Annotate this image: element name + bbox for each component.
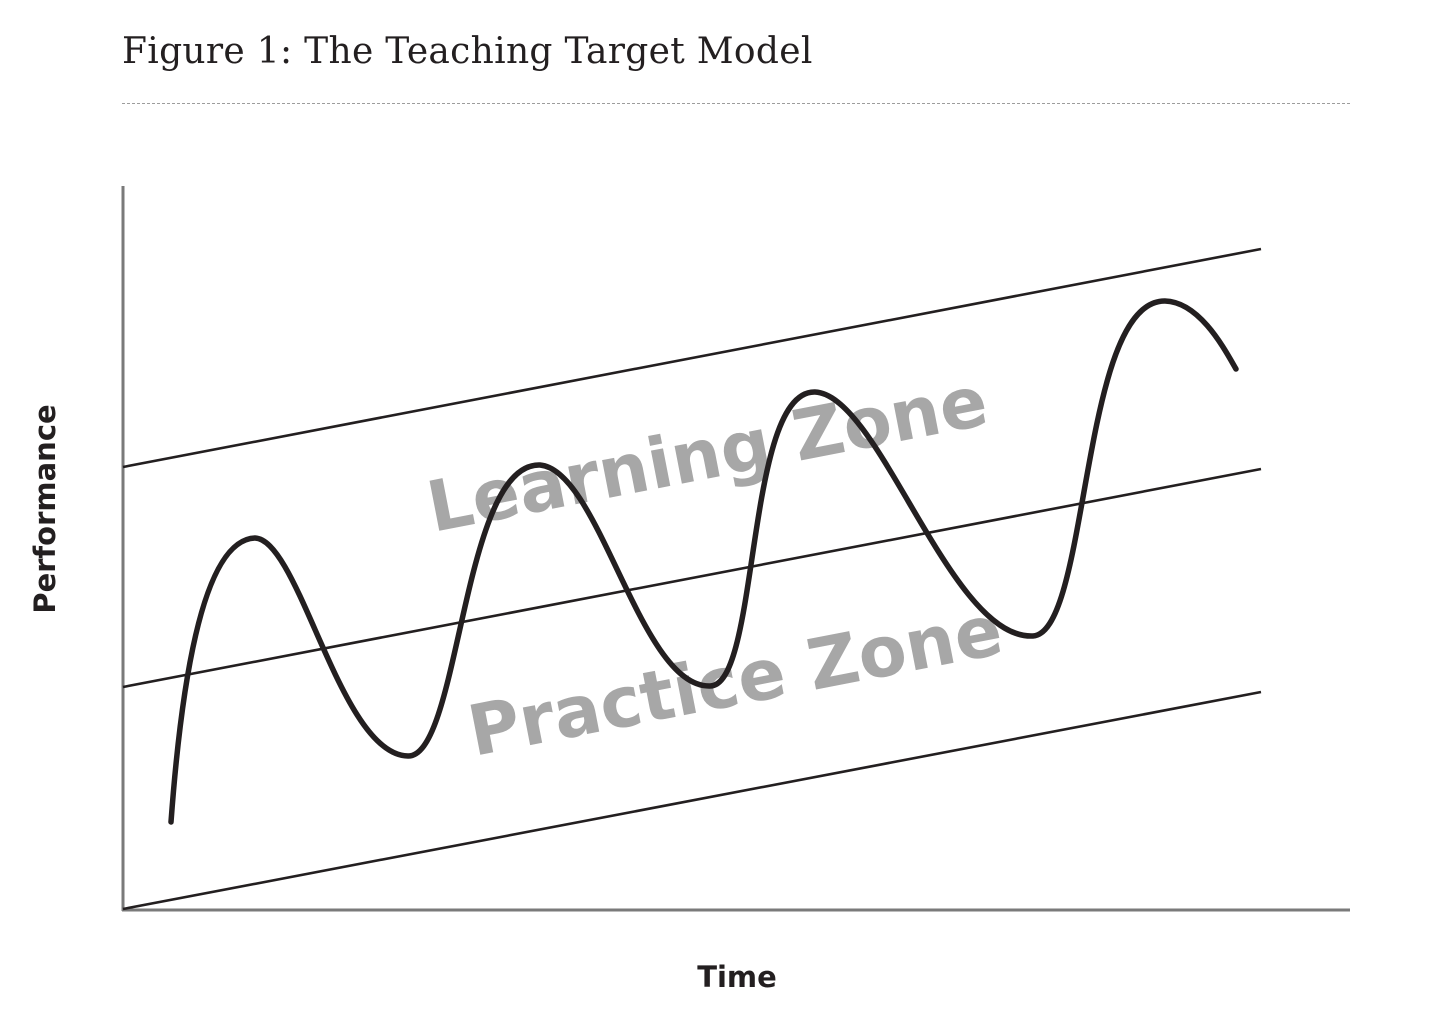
performance-curve [168,298,1239,825]
learning-zone-label: Learning Zone [421,360,994,549]
middle-boundary-line [122,467,1262,689]
upper-boundary-line [122,247,1262,469]
title-divider [122,103,1350,104]
y-axis-label: Performance [28,404,62,613]
figure-title: Figure 1: The Teaching Target Model [122,31,813,72]
lower-boundary-line [122,690,1262,911]
practice-zone-label: Practice Zone [462,589,1009,773]
x-axis-label: Time [697,960,777,994]
